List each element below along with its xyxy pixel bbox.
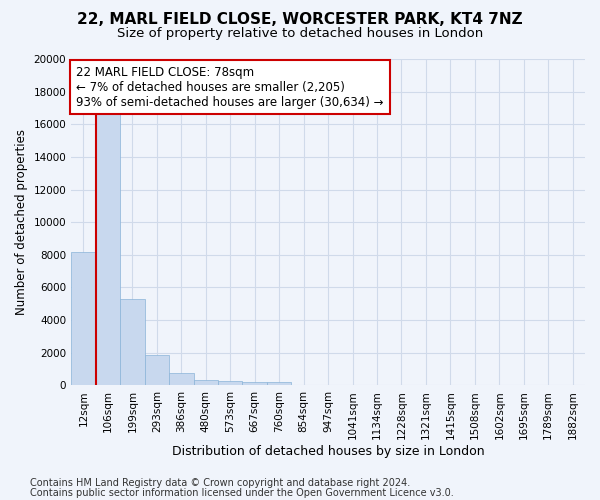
Text: 22, MARL FIELD CLOSE, WORCESTER PARK, KT4 7NZ: 22, MARL FIELD CLOSE, WORCESTER PARK, KT… bbox=[77, 12, 523, 28]
Text: Contains HM Land Registry data © Crown copyright and database right 2024.: Contains HM Land Registry data © Crown c… bbox=[30, 478, 410, 488]
Bar bbox=[194, 380, 218, 386]
Text: 22 MARL FIELD CLOSE: 78sqm
← 7% of detached houses are smaller (2,205)
93% of se: 22 MARL FIELD CLOSE: 78sqm ← 7% of detac… bbox=[76, 66, 384, 108]
Bar bbox=[267, 382, 292, 386]
Bar bbox=[145, 355, 169, 386]
Bar bbox=[95, 114, 120, 386]
Bar bbox=[218, 382, 242, 386]
X-axis label: Distribution of detached houses by size in London: Distribution of detached houses by size … bbox=[172, 444, 484, 458]
Y-axis label: Number of detached properties: Number of detached properties bbox=[15, 129, 28, 315]
Text: Size of property relative to detached houses in London: Size of property relative to detached ho… bbox=[117, 28, 483, 40]
Bar bbox=[120, 299, 145, 386]
Bar bbox=[242, 382, 267, 386]
Bar bbox=[71, 252, 95, 386]
Text: Contains public sector information licensed under the Open Government Licence v3: Contains public sector information licen… bbox=[30, 488, 454, 498]
Bar bbox=[169, 372, 194, 386]
